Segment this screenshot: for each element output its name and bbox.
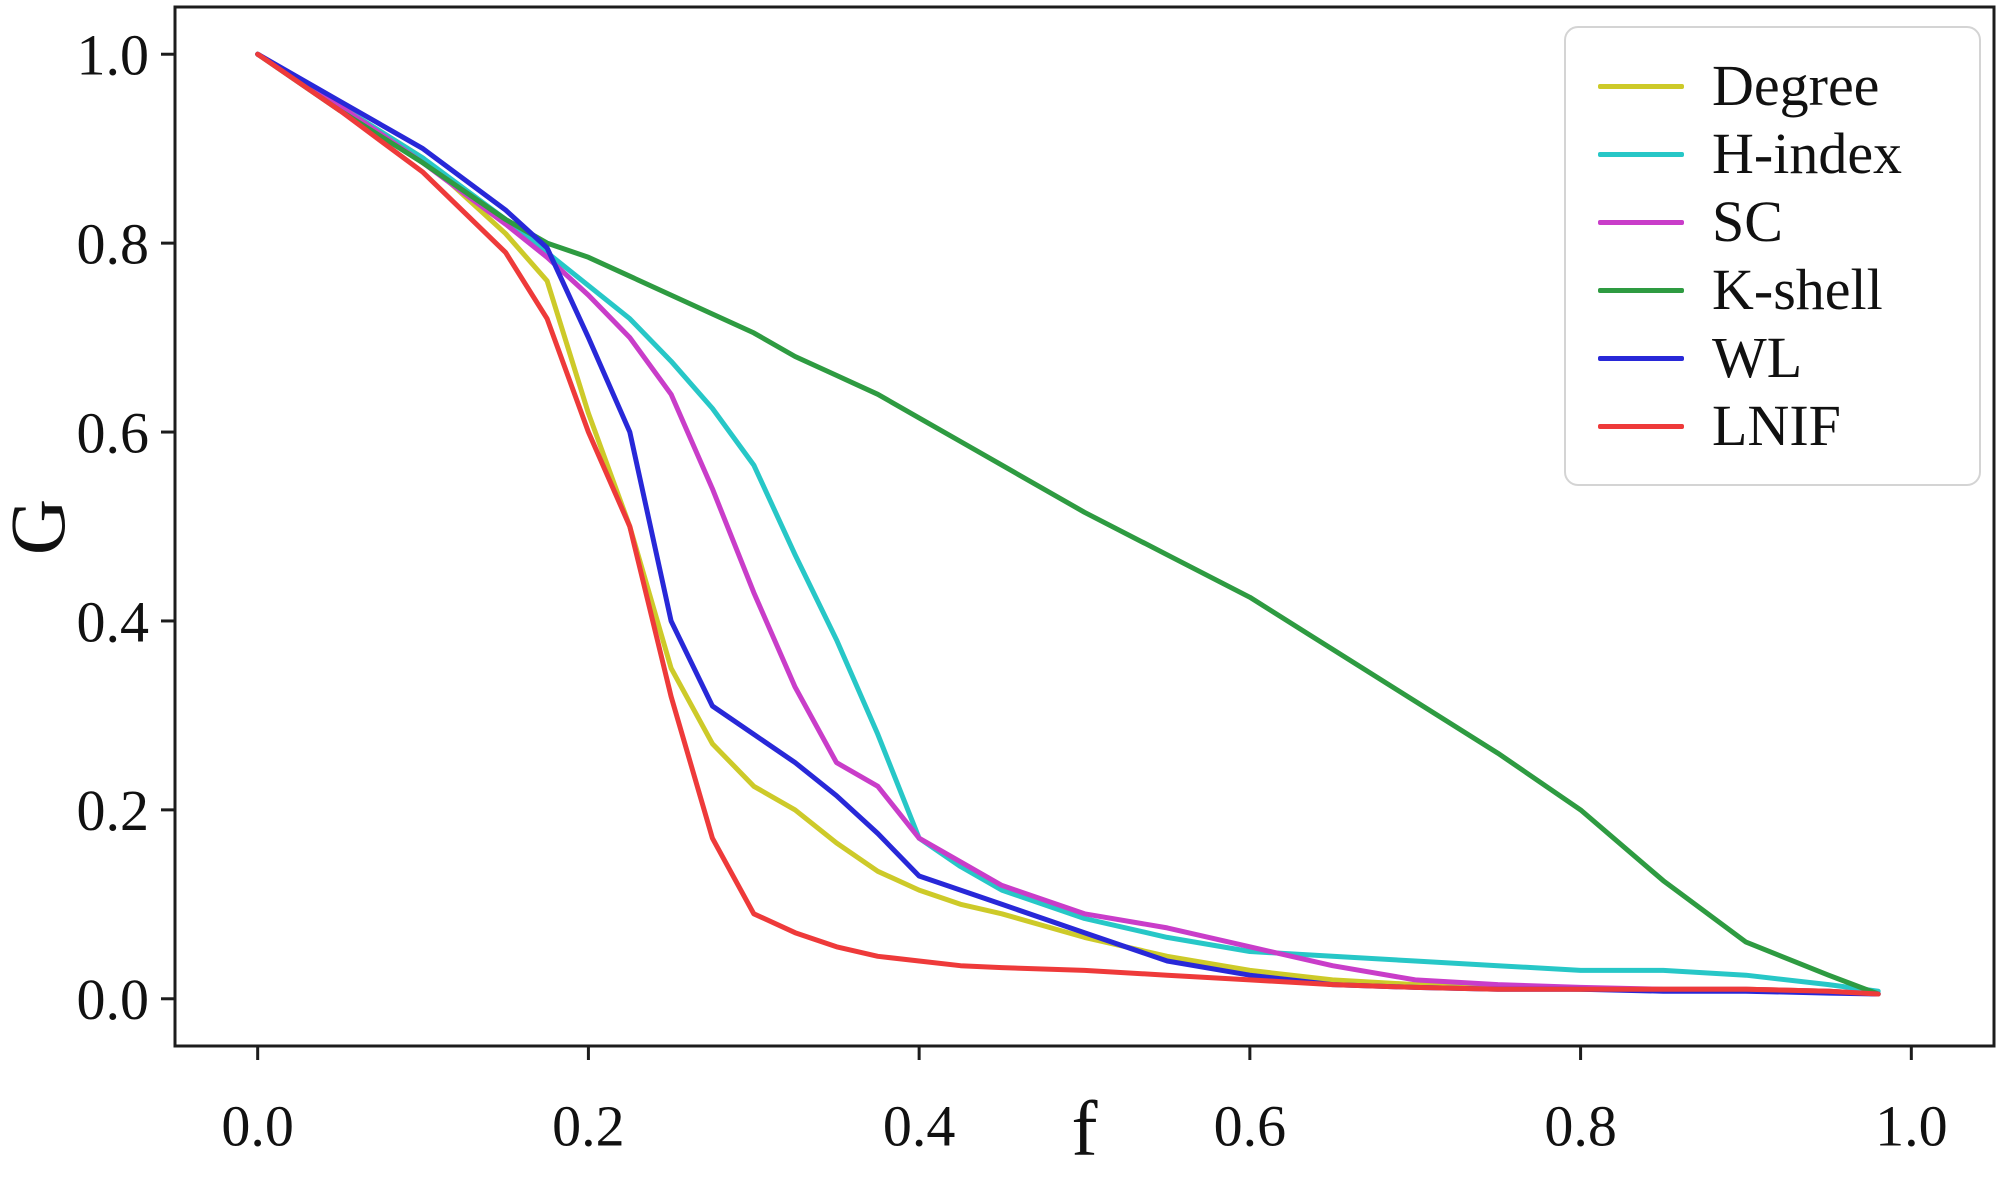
legend-label-wl: WL [1712, 325, 1803, 390]
y-tick-label: 1.0 [77, 23, 150, 88]
x-tick-label: 0.2 [552, 1094, 625, 1159]
legend-label-degree: Degree [1712, 53, 1880, 118]
y-tick-label: 0.0 [77, 967, 150, 1032]
y-axis-label: G [0, 498, 81, 556]
legend-item-h-index: H-index [1598, 120, 1961, 188]
legend-line-swatch-degree [1598, 83, 1684, 89]
axes-frame [173, 5, 1996, 1048]
legend-line-swatch-h-index [1598, 151, 1684, 157]
legend-line-swatch-wl [1598, 355, 1684, 361]
legend-line-swatch-k-shell [1598, 287, 1684, 293]
legend-item-k-shell: K-shell [1598, 256, 1961, 324]
legend-item-wl: WL [1598, 324, 1961, 392]
legend-label-k-shell: K-shell [1712, 257, 1883, 322]
x-tick-label: 1.0 [1875, 1094, 1948, 1159]
x-axis-label: f [1071, 1085, 1098, 1172]
series-line-lnif [255, 51, 1881, 997]
y-tick-label: 0.8 [77, 211, 150, 276]
legend-item-sc: SC [1598, 188, 1961, 256]
x-tick-label: 0.4 [883, 1094, 956, 1159]
y-tick-label: 0.6 [77, 400, 150, 465]
y-tick-label: 0.4 [77, 589, 150, 654]
x-tick-label: 0.0 [221, 1094, 294, 1159]
legend-item-degree: Degree [1598, 52, 1961, 120]
legend-item-lnif: LNIF [1598, 392, 1961, 460]
series-line-sc [255, 51, 1881, 997]
legend-label-h-index: H-index [1712, 121, 1903, 186]
legend-label-lnif: LNIF [1712, 393, 1841, 458]
series-line-k-shell [255, 51, 1881, 997]
legend-line-swatch-lnif [1598, 423, 1684, 429]
x-tick-label: 0.8 [1544, 1094, 1617, 1159]
y-tick-label: 0.2 [77, 778, 150, 843]
x-tick-label: 0.6 [1214, 1094, 1287, 1159]
legend-line-swatch-sc [1598, 219, 1684, 225]
legend: Degree H-index SC K-shell WL LNIF [1564, 26, 1981, 486]
legend-label-sc: SC [1712, 189, 1783, 254]
